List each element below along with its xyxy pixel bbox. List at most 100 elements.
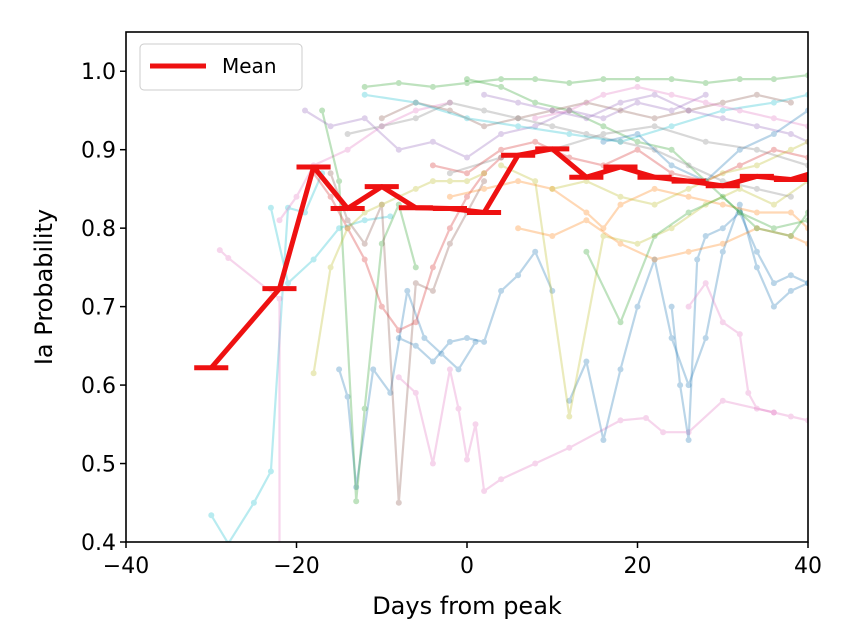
background-series-point <box>464 193 470 200</box>
background-series-point <box>446 240 453 247</box>
background-series-point <box>685 382 692 389</box>
y-axis-title: Ia Probability <box>30 209 58 365</box>
background-series <box>302 91 709 161</box>
background-series-point <box>515 123 522 130</box>
background-series-point <box>685 303 692 310</box>
background-series-point <box>285 280 291 287</box>
background-series-point <box>736 209 743 216</box>
background-series-point <box>770 303 777 310</box>
background-series-point <box>583 99 590 106</box>
background-series-point <box>327 123 334 130</box>
background-series-point <box>481 91 488 98</box>
background-series-point <box>753 162 760 169</box>
background-series-point <box>429 287 436 294</box>
background-series-point <box>446 178 453 185</box>
background-series-point <box>745 389 752 396</box>
background-series <box>583 193 808 326</box>
background-series-point <box>787 272 794 279</box>
x-tick-label: −40 <box>103 554 149 579</box>
background-series-point <box>446 366 453 373</box>
background-series-point <box>685 248 692 255</box>
background-series-point <box>361 405 368 412</box>
background-series-point <box>353 484 360 491</box>
background-series <box>515 217 808 263</box>
background-series-point <box>787 287 794 294</box>
background-series-point <box>600 91 607 98</box>
background-series-point <box>429 358 436 365</box>
background-series-point <box>787 99 794 106</box>
background-series-point <box>344 393 351 400</box>
background-series-line <box>534 85 808 128</box>
background-series-point <box>583 131 590 137</box>
legend-box <box>139 43 303 91</box>
background-series-point <box>668 76 675 83</box>
background-series-point <box>276 295 283 302</box>
background-series-point <box>634 303 641 310</box>
background-series-point <box>787 146 794 153</box>
background-series-point <box>702 80 709 86</box>
background-series-point <box>412 185 419 192</box>
background-series-point <box>549 287 556 294</box>
y-tick-label: 1.0 <box>81 60 116 85</box>
background-series-point <box>583 115 590 122</box>
background-series-point <box>455 405 462 412</box>
background-series-line <box>398 368 775 493</box>
background-series-point <box>719 201 726 208</box>
background-series-point <box>327 193 334 200</box>
background-series-point <box>719 178 726 185</box>
background-series-point <box>464 178 470 185</box>
background-series-point <box>344 217 351 224</box>
background-series-point <box>429 264 436 271</box>
background-series-point <box>600 138 607 145</box>
background-series-point <box>549 107 556 114</box>
background-series <box>319 107 419 505</box>
background-series-point <box>719 240 726 247</box>
background-series-point <box>481 178 488 185</box>
background-series-point <box>549 185 556 192</box>
background-series <box>327 170 488 506</box>
background-series-point <box>566 131 573 137</box>
background-series-point <box>753 248 760 255</box>
background-series-point <box>378 123 385 130</box>
background-series-point <box>736 107 743 114</box>
background-series-point <box>361 240 368 247</box>
background-series-point <box>702 335 709 341</box>
background-series-point <box>395 499 402 506</box>
background-series-point <box>719 319 726 326</box>
background-series-point <box>208 512 215 519</box>
background-series-point <box>600 225 607 232</box>
background-series-point <box>583 217 590 224</box>
background-series-point <box>395 374 402 381</box>
background-series-line <box>449 180 808 230</box>
background-series-point <box>702 280 709 287</box>
background-series-point <box>532 123 539 130</box>
background-series-point <box>668 107 675 114</box>
background-series-point <box>344 225 351 232</box>
background-series-point <box>634 138 641 145</box>
background-series-point <box>770 99 777 106</box>
background-series-line <box>364 93 808 143</box>
background-series-point <box>498 76 505 83</box>
background-series-point <box>617 417 624 424</box>
background-series-point <box>532 138 539 145</box>
x-tick-label: 40 <box>794 554 822 579</box>
background-series-point <box>566 107 573 114</box>
background-series <box>668 209 808 443</box>
background-series-point <box>617 193 624 200</box>
background-series-point <box>378 201 385 208</box>
background-series <box>446 178 808 232</box>
background-series-point <box>583 209 590 216</box>
background-series-point <box>429 83 436 90</box>
background-series-point <box>532 460 539 467</box>
background-series-point <box>753 405 760 412</box>
background-series-point <box>429 460 436 467</box>
y-tick-label: 0.4 <box>81 531 116 556</box>
background-series-point <box>421 335 428 341</box>
background-series-point <box>668 123 675 130</box>
x-tick-label: 0 <box>460 554 474 579</box>
background-series-point <box>532 248 539 255</box>
background-series-point <box>770 280 777 287</box>
y-tick-label: 0.8 <box>81 217 116 242</box>
background-series-line <box>278 101 451 221</box>
background-series-point <box>250 499 257 506</box>
